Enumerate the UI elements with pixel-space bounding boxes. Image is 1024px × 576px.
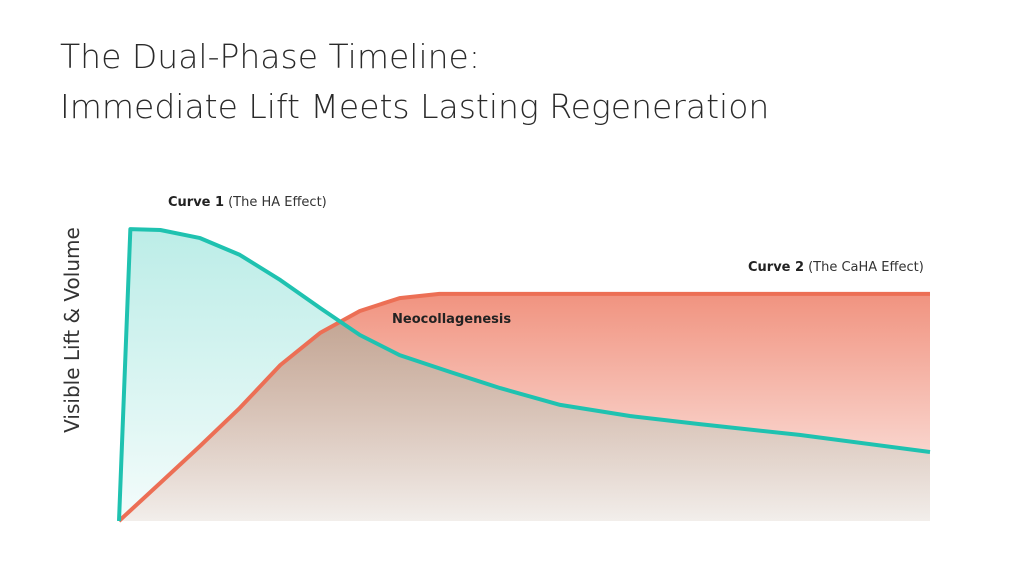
series-label: Curve 2 (The CaHA Effect) [748,260,924,275]
area [119,229,930,521]
line [117,227,931,522]
annotation: Neocollagenesis [392,312,511,327]
title-line: The Dual-Phase Timeline: [60,37,480,76]
plot-background [119,229,930,521]
y-axis-label: Visible Lift & Volume [60,227,84,433]
series-name: Curve 2 [748,260,804,275]
line [117,291,930,523]
series-label: Curve 1 (The HA Effect) [168,195,327,210]
series-note: (The HA Effect) [228,195,327,210]
series-note: (The CaHA Effect) [808,260,924,275]
title-line: Immediate Lift Meets Lasting Regeneratio… [60,87,769,126]
series-name: Curve 1 [168,195,224,210]
